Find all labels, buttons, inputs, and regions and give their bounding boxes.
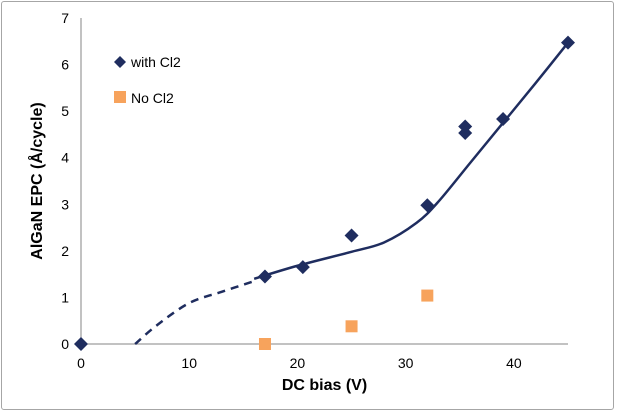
y-tick-label: 7 bbox=[61, 10, 69, 26]
point-with-cl2 bbox=[420, 198, 435, 213]
y-axis-ticks: 0 1 2 3 4 5 6 7 bbox=[61, 10, 69, 352]
x-tick-label: 10 bbox=[181, 355, 197, 371]
point-with-cl2 bbox=[344, 228, 359, 243]
point-with-cl2 bbox=[458, 119, 473, 134]
point-with-cl2 bbox=[295, 260, 310, 275]
point-no-cl2 bbox=[258, 338, 271, 350]
point-with-cl2 bbox=[561, 35, 575, 50]
trend-line-dashed bbox=[134, 279, 255, 345]
point-with-cl2 bbox=[496, 112, 511, 127]
data-points bbox=[74, 35, 575, 351]
y-tick-label: 3 bbox=[61, 196, 69, 212]
point-with-cl2 bbox=[74, 337, 88, 351]
x-axis-ticks: 0 10 20 30 40 bbox=[77, 355, 522, 371]
legend: with Cl2 No Cl2 bbox=[114, 54, 181, 106]
x-axis-title: DC bias (V) bbox=[282, 377, 367, 394]
y-tick-label: 4 bbox=[61, 150, 69, 166]
point-no-cl2 bbox=[421, 289, 434, 302]
trend-line-solid bbox=[253, 41, 569, 280]
y-tick-label: 1 bbox=[61, 289, 69, 305]
x-tick-label: 0 bbox=[77, 355, 85, 371]
x-tick-label: 30 bbox=[398, 355, 414, 371]
legend-marker-with-cl2 bbox=[114, 56, 126, 68]
x-tick-label: 40 bbox=[506, 355, 522, 371]
y-tick-label: 5 bbox=[61, 103, 69, 119]
point-no-cl2 bbox=[345, 320, 358, 333]
point-with-cl2 bbox=[257, 269, 272, 284]
y-tick-label: 2 bbox=[61, 243, 69, 259]
y-axis-title: AlGaN EPC (Å/cycle) bbox=[27, 102, 46, 259]
legend-label-no-cl2: No Cl2 bbox=[131, 90, 174, 106]
legend-label-with-cl2: with Cl2 bbox=[130, 54, 181, 70]
legend-marker-no-cl2 bbox=[114, 91, 126, 103]
x-tick-label: 20 bbox=[290, 355, 306, 371]
y-tick-label: 0 bbox=[61, 336, 69, 352]
y-tick-label: 6 bbox=[61, 57, 69, 73]
